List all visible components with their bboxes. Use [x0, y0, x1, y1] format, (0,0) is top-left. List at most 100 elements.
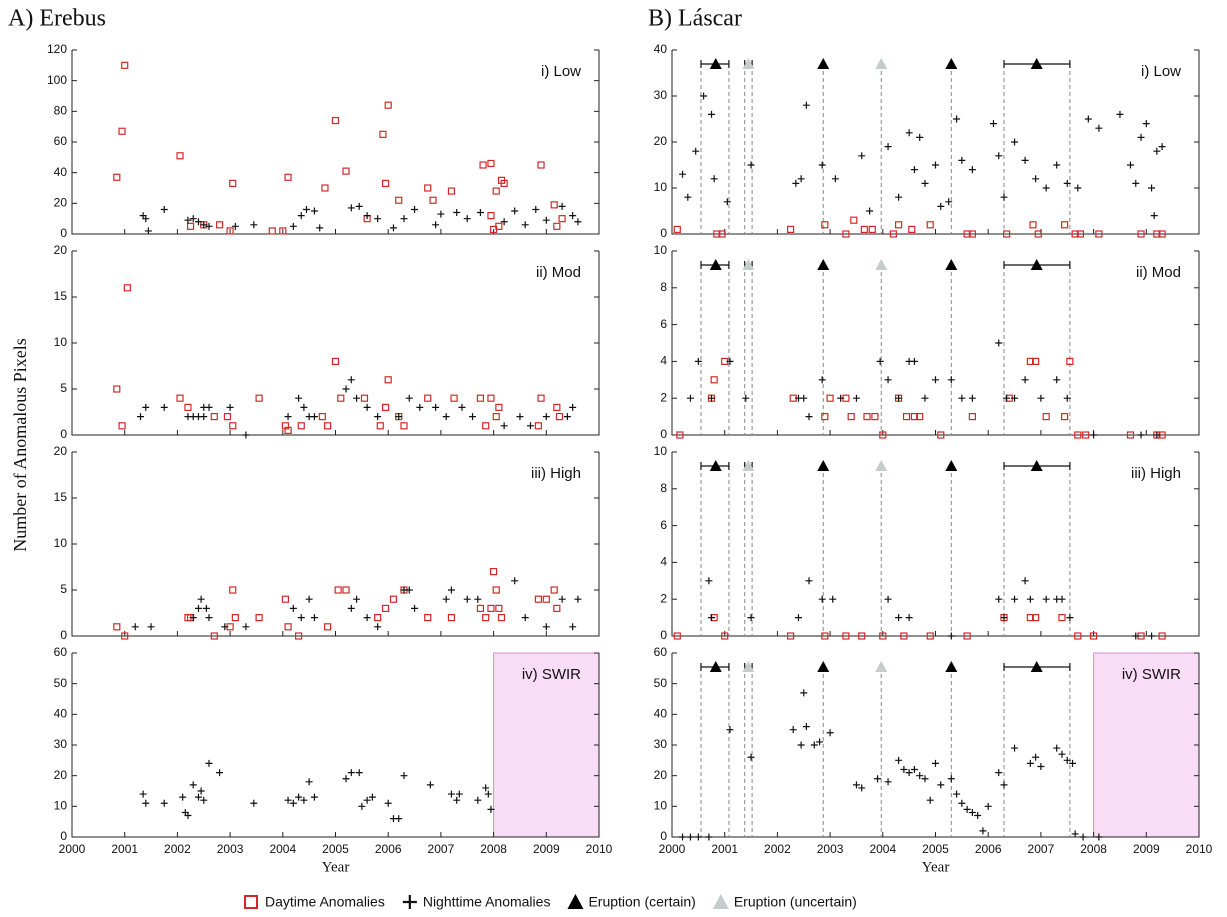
nighttime-point — [131, 623, 139, 631]
y-tick-label: 40 — [654, 707, 668, 721]
nighttime-point — [1148, 184, 1156, 192]
square-marker — [926, 632, 934, 640]
daytime-point — [429, 196, 437, 204]
plus-marker — [958, 394, 966, 402]
nighttime-point — [900, 766, 908, 774]
plus-marker — [1058, 595, 1066, 603]
plus-marker — [921, 179, 929, 187]
nighttime-point — [205, 222, 213, 230]
nighttime-point — [363, 212, 371, 220]
plus-marker — [963, 805, 971, 813]
plus-marker — [1053, 376, 1061, 384]
eruption-marker — [742, 460, 755, 471]
daytime-point — [121, 61, 129, 69]
nighttime-point — [895, 193, 903, 201]
square-marker — [342, 167, 350, 175]
daytime-point — [889, 230, 897, 238]
axis-line — [71, 50, 600, 235]
nighttime-point — [1063, 756, 1071, 764]
plus-marker — [1074, 184, 1082, 192]
plus-marker — [368, 793, 376, 801]
square-marker — [113, 385, 121, 393]
nighttime-point — [947, 632, 955, 640]
plus-marker — [458, 403, 466, 411]
square-marker — [487, 394, 495, 402]
y-tick-label: 30 — [654, 737, 668, 751]
plus-marker — [694, 357, 702, 365]
nighttime-point — [411, 205, 419, 213]
nighttime-point — [310, 614, 318, 622]
daytime-point — [297, 422, 305, 430]
daytime-point — [1074, 632, 1082, 640]
nighttime-point — [453, 796, 461, 804]
plus-marker — [297, 614, 305, 622]
plus-marker — [905, 769, 913, 777]
daytime-point — [497, 613, 506, 622]
nighttime-point — [694, 357, 702, 365]
daytime-point — [553, 403, 561, 411]
nighttime-point — [1042, 184, 1050, 192]
daytime-point — [534, 595, 542, 603]
nighttime-point — [818, 595, 826, 603]
panel-title: iii) High — [531, 465, 581, 482]
nighttime-point — [363, 796, 371, 804]
y-tick-label: 120 — [47, 42, 67, 56]
nighttime-point — [137, 413, 145, 421]
square-marker — [926, 221, 934, 229]
plus-marker — [1063, 756, 1071, 764]
plus-marker — [453, 796, 461, 804]
square-marker — [1082, 431, 1090, 439]
plus-marker — [932, 376, 939, 384]
nighttime-point — [1074, 184, 1082, 192]
plus-marker — [1037, 762, 1045, 770]
nighttime-point — [295, 793, 303, 801]
triangle-marker — [817, 58, 830, 69]
daytime-point — [673, 632, 681, 640]
plus-marker — [818, 376, 826, 384]
daytime-point — [537, 394, 545, 402]
legend-label: Eruption (certain) — [588, 894, 695, 910]
daytime-point — [379, 130, 387, 138]
square-marker — [384, 101, 392, 109]
panel-title: iv) SWIR — [1122, 666, 1181, 683]
plus-marker — [916, 133, 924, 141]
nighttime-point — [358, 802, 366, 810]
square-marker — [231, 613, 239, 622]
plus-marker — [947, 632, 955, 640]
nighttime-point — [932, 759, 939, 767]
plus-marker — [794, 614, 802, 622]
nighttime-point — [1132, 179, 1140, 187]
daytime-point — [1003, 230, 1011, 238]
nighttime-point — [858, 152, 866, 160]
plus-marker — [202, 604, 210, 612]
daytime-point — [713, 230, 721, 238]
plus-marker — [805, 577, 813, 585]
nighttime-point — [958, 156, 966, 164]
x-tick-label: 2008 — [1080, 842, 1107, 856]
plus-marker — [1011, 744, 1019, 752]
nighttime-point — [686, 833, 694, 841]
plus-marker — [989, 120, 997, 128]
nighttime-point — [200, 221, 208, 229]
daytime-point — [968, 230, 976, 238]
y-tick-label: 6 — [660, 317, 667, 331]
plus-marker — [558, 595, 566, 603]
plus-marker — [189, 781, 197, 789]
square-marker — [900, 632, 908, 640]
nighttime-point — [910, 166, 918, 174]
nighttime-point — [884, 778, 892, 786]
plus-marker — [310, 793, 318, 801]
x-axis-label: Year — [922, 859, 950, 875]
nighttime-point — [205, 759, 213, 767]
nighttime-point — [916, 133, 924, 141]
nighttime-point — [800, 394, 808, 402]
square-marker — [858, 632, 866, 640]
plus-marker — [532, 205, 540, 213]
eruption-marker — [817, 58, 830, 69]
daytime-point — [487, 212, 495, 220]
nighttime-point — [160, 403, 168, 411]
daytime-point — [1158, 230, 1166, 238]
y-tick-label: 6 — [660, 518, 667, 532]
triangle-marker — [1030, 259, 1043, 270]
eruption-marker — [709, 460, 722, 471]
